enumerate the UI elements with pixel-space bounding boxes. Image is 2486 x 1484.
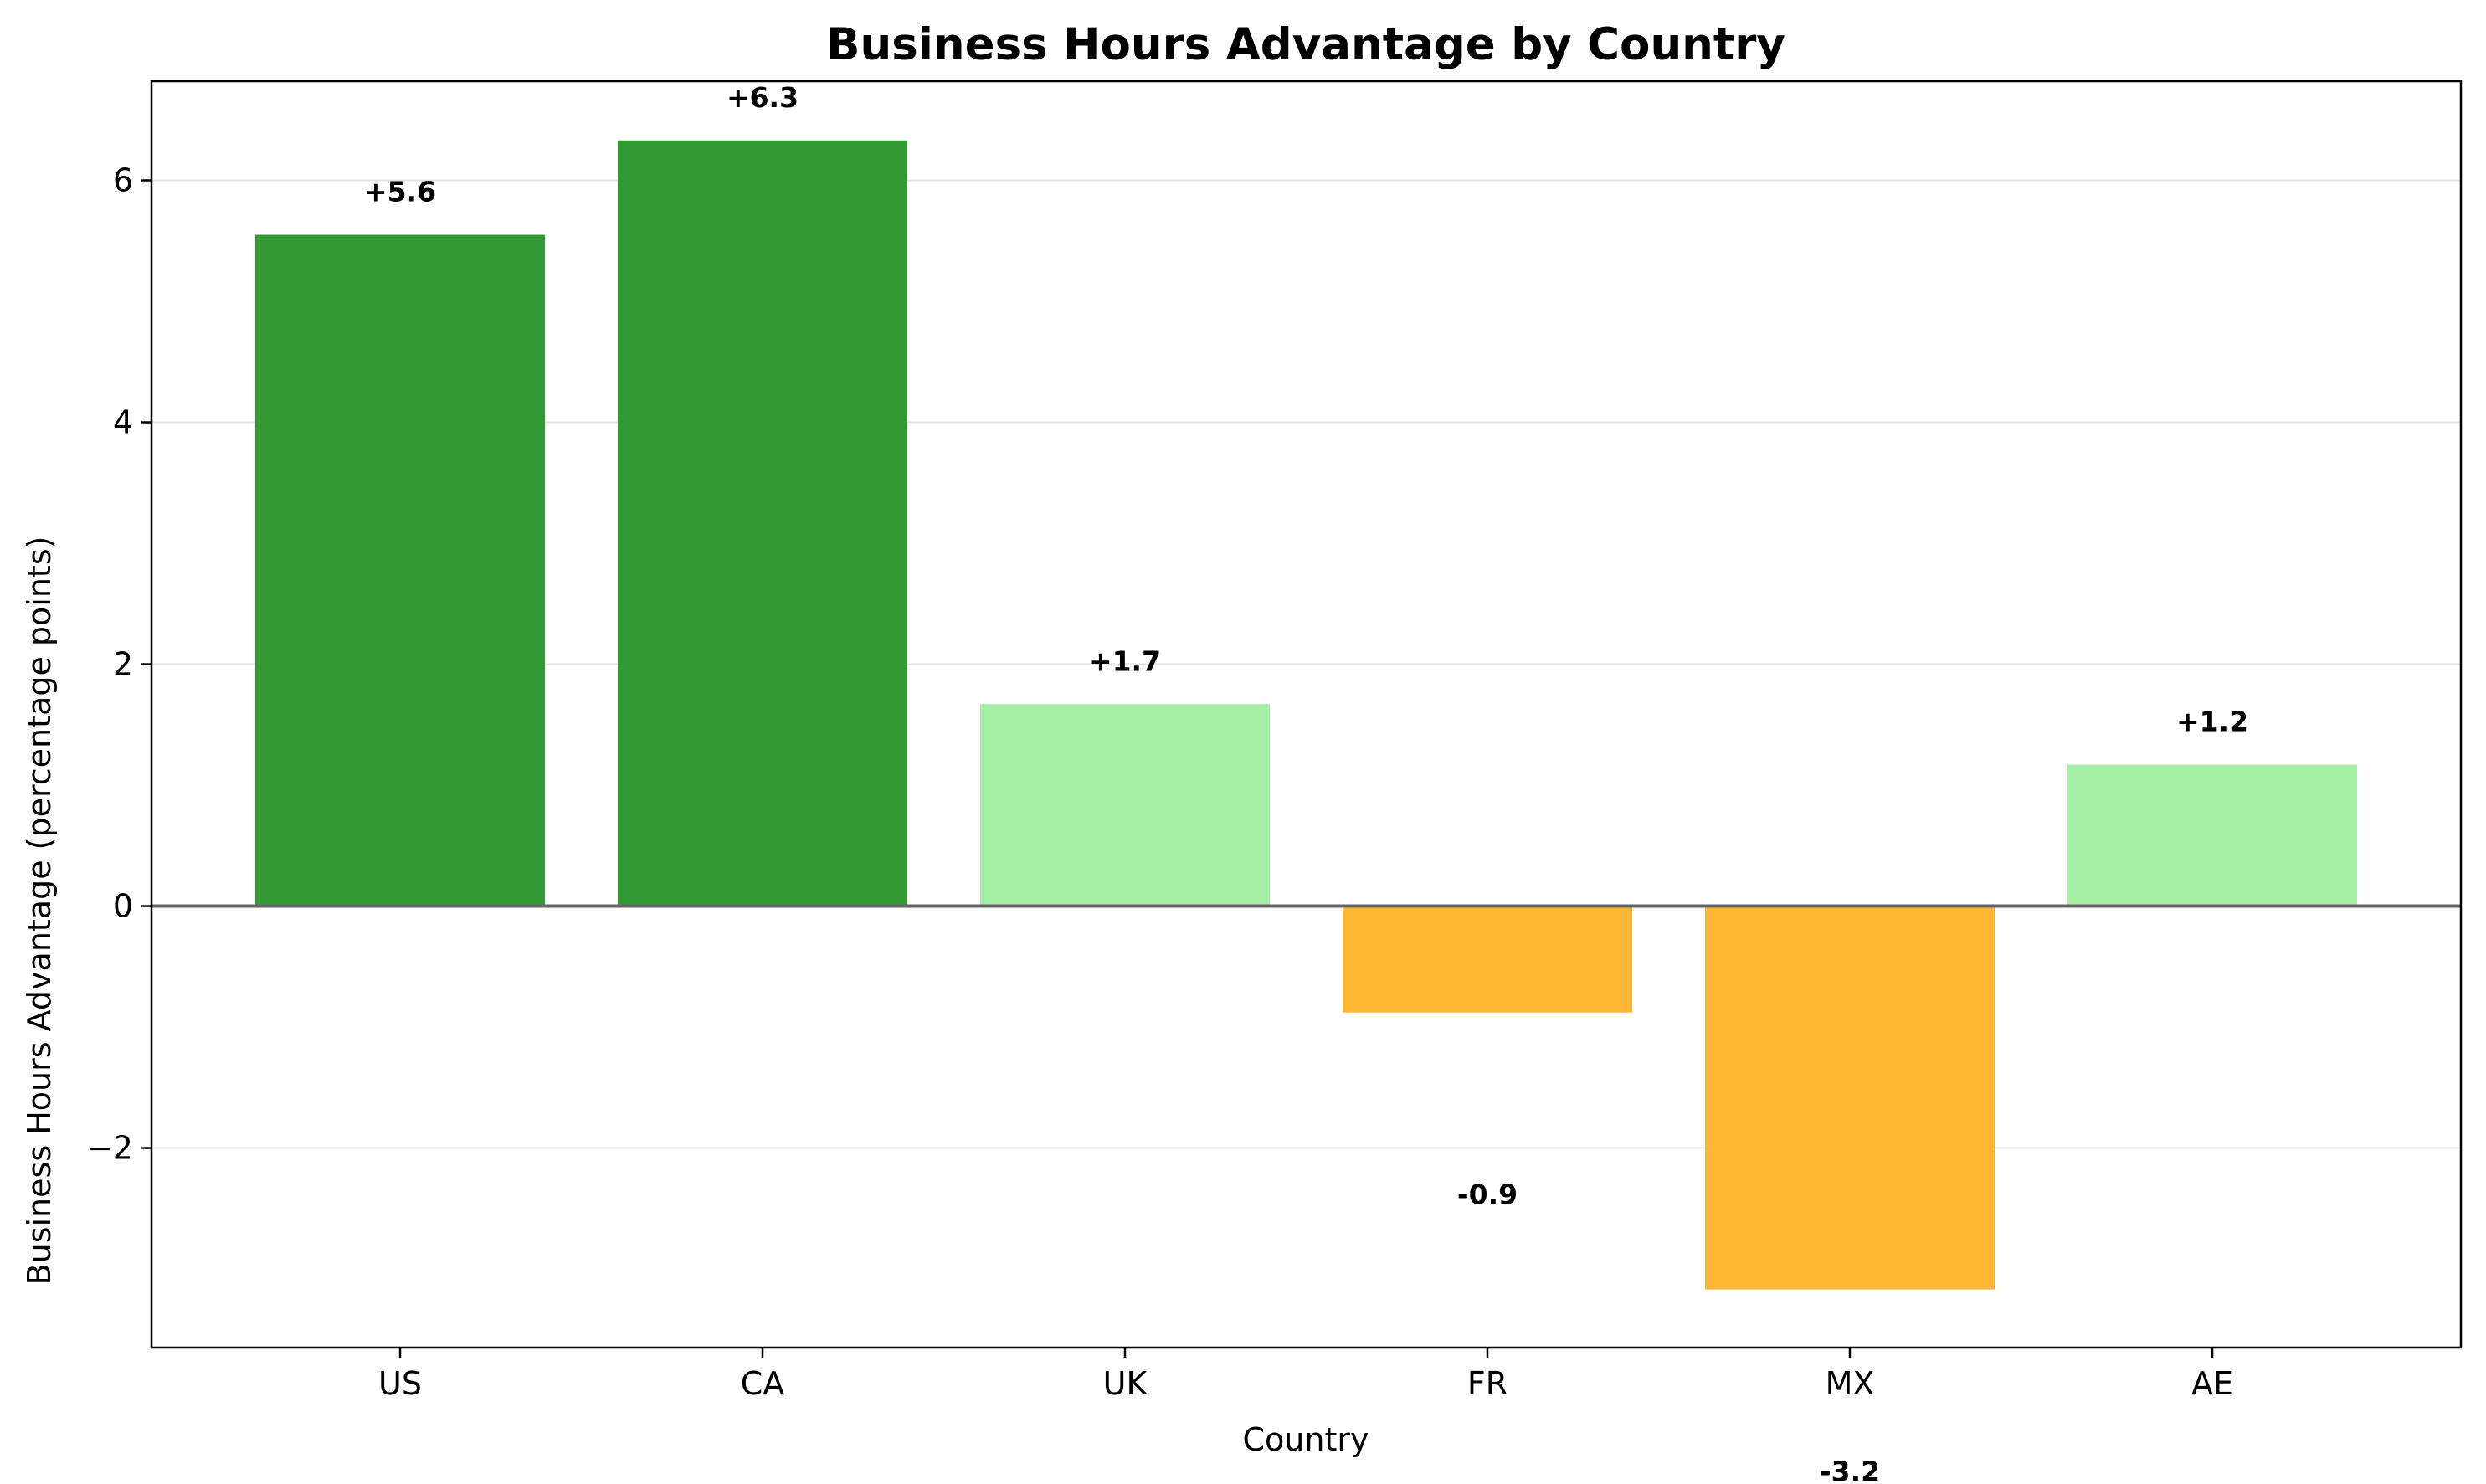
y-axis-label: Business Hours Advantage (percentage poi… xyxy=(21,537,58,1286)
axes-frame xyxy=(150,80,2463,1349)
data-label-ae: +1.2 xyxy=(2176,706,2248,738)
data-label-uk: +1.7 xyxy=(1089,644,1161,677)
bar-us xyxy=(255,234,545,906)
bar-fr xyxy=(1343,906,1632,1013)
y-tick-label: 6 xyxy=(113,162,133,198)
data-labels: +5.6 +6.3 +1.7 -0.9 -3.2 +1.2 xyxy=(364,81,2248,1484)
bar-mx xyxy=(1705,906,1995,1290)
y-tick-label: 4 xyxy=(113,404,133,441)
ticks: −2 0 2 4 6 US CA UK FR MX AE xyxy=(86,162,2233,1402)
bar-ae xyxy=(2067,764,2357,906)
y-tick-label: 0 xyxy=(113,888,133,925)
x-tick-label-ca: CA xyxy=(741,1365,785,1402)
axes xyxy=(150,80,2463,1349)
x-tick-label-mx: MX xyxy=(1826,1365,1875,1402)
x-tick-label-fr: FR xyxy=(1467,1365,1508,1402)
x-tick-label-us: US xyxy=(378,1365,422,1402)
chart-title: Business Hours Advantage by Country xyxy=(826,19,1785,70)
y-tick-label: −2 xyxy=(86,1130,133,1167)
bar-ca xyxy=(618,140,907,906)
x-axis-label: Country xyxy=(1243,1421,1369,1458)
bar-uk xyxy=(980,704,1270,906)
x-tick-label-ae: AE xyxy=(2191,1365,2233,1402)
data-label-mx: -3.2 xyxy=(1820,1455,1880,1481)
data-label-ca: +6.3 xyxy=(727,81,799,114)
y-tick-label: 2 xyxy=(113,646,133,683)
data-label-us: +5.6 xyxy=(364,176,436,208)
bars xyxy=(255,140,2357,1290)
x-tick-label-uk: UK xyxy=(1103,1365,1148,1402)
data-label-fr: -0.9 xyxy=(1457,1178,1518,1210)
